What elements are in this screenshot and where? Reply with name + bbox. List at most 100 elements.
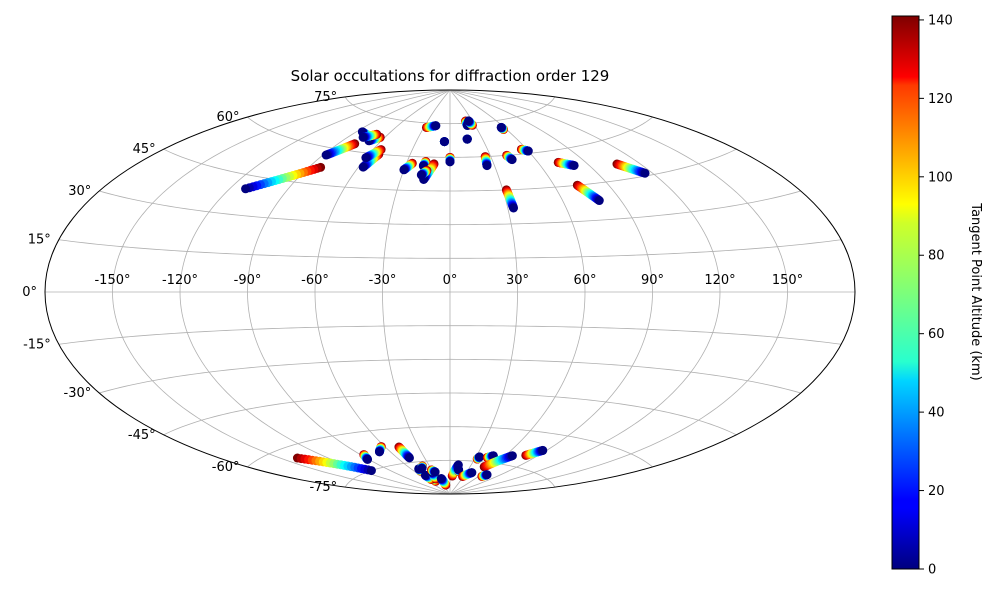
parallel-line [163, 148, 737, 192]
occultation-track [374, 442, 386, 457]
data-point [417, 464, 427, 473]
map-outline [44, 89, 856, 495]
data-point [464, 116, 474, 126]
y-tick-label: -15° [23, 337, 51, 352]
y-tick-label: -30° [64, 386, 92, 401]
chart-title: Solar occultations for diffraction order… [291, 67, 610, 85]
x-tick-label: 30° [506, 273, 529, 288]
occultation-track [502, 150, 517, 165]
x-tick-label: 120° [704, 273, 735, 288]
occultation-track [479, 451, 517, 472]
data-point [475, 452, 485, 462]
y-tick-label: 45° [133, 142, 156, 157]
data-point [374, 447, 384, 457]
occultation-track [521, 445, 548, 460]
colorbar-label: Tangent Point Altitude (km) [968, 202, 983, 380]
longitude-tick-labels: -150° -120° -90° -60° -30° 0° 30° 60° 90° 120° 150… [94, 273, 803, 288]
colorbar-tick-label: 100 [928, 170, 953, 185]
x-tick-label: 0° [443, 273, 458, 288]
occultation-track [464, 116, 477, 130]
occultation-track [241, 162, 326, 194]
parallel-line [58, 239, 842, 259]
occultation-track [321, 139, 360, 160]
occultation-track [462, 134, 472, 144]
colorbar-ticks: 0 20 40 60 80 100 120 140 [919, 13, 953, 578]
occultation-track [436, 474, 451, 490]
data-point [430, 467, 440, 477]
y-tick-label: 15° [28, 233, 51, 248]
occultation-track [359, 450, 373, 464]
data-point [538, 445, 548, 455]
occultation-track [417, 461, 427, 473]
occultation-track [477, 470, 492, 481]
parallel-line [58, 325, 842, 345]
colorbar-tick-label: 40 [928, 406, 945, 421]
occultation-track [501, 185, 519, 213]
occultation-track [426, 465, 440, 477]
data-point [523, 146, 533, 156]
occultation-track [516, 144, 533, 156]
data-point [640, 168, 650, 178]
x-tick-label: -90° [234, 273, 262, 288]
occultation-track [421, 121, 441, 132]
occultation-track [572, 180, 604, 206]
occultation-track [553, 157, 579, 170]
occultation-track [472, 452, 485, 464]
occultation-track [445, 152, 455, 167]
occultation-track [458, 468, 477, 481]
x-tick-label: -150° [94, 273, 130, 288]
graticule-grid [45, 89, 855, 495]
latitude-tick-labels: -75° -60° -45° -30° -15° 0° 15° 30° 45° 60° 75° [22, 90, 337, 495]
colorbar-tick-label: 120 [928, 92, 953, 107]
x-tick-label: 150° [772, 273, 803, 288]
y-tick-label: 75° [314, 90, 337, 105]
parallel-line [163, 392, 737, 436]
parallel-line [99, 190, 801, 226]
data-point [507, 451, 517, 461]
colorbar-gradient [891, 15, 920, 570]
data-point [509, 203, 519, 213]
data-point [358, 162, 368, 172]
data-point [363, 454, 373, 464]
occultation-track [399, 158, 417, 175]
occultation-track [480, 152, 492, 171]
data-point [439, 137, 449, 147]
y-tick-label: -45° [128, 428, 156, 443]
x-tick-label: 90° [641, 273, 664, 288]
occultation-track [439, 137, 449, 147]
colorbar-tick-label: 140 [928, 13, 953, 28]
data-point [496, 122, 506, 132]
data-point [569, 160, 579, 170]
y-tick-label: -75° [309, 480, 337, 495]
data-point [358, 132, 368, 142]
parallel-line [99, 358, 801, 394]
occultation-track [394, 442, 414, 463]
data-point [453, 464, 463, 474]
y-tick-label: 30° [68, 184, 91, 199]
parallel-line [247, 426, 653, 468]
occultation-points [241, 116, 650, 490]
data-point [462, 134, 472, 144]
data-point [467, 468, 477, 478]
data-point [241, 184, 251, 194]
y-tick-label: 0° [22, 285, 37, 300]
data-point [436, 474, 446, 484]
data-point [445, 157, 455, 167]
data-point [482, 161, 492, 171]
colorbar-tick-label: 0 [928, 563, 936, 578]
data-point [399, 165, 409, 175]
data-point [404, 453, 414, 463]
data-point [366, 466, 376, 476]
colorbar: 0 20 40 60 80 100 120 140 Tangent Point Altitud… [891, 13, 983, 578]
data-point [507, 155, 517, 165]
data-point [321, 150, 331, 160]
occultation-track [292, 453, 376, 476]
occultation-track [612, 159, 650, 178]
occultation-track [361, 145, 386, 163]
data-point [594, 196, 604, 206]
occultation-track [496, 122, 509, 134]
y-tick-label: 60° [216, 110, 239, 125]
data-point [361, 153, 371, 163]
x-tick-label: 60° [573, 273, 596, 288]
